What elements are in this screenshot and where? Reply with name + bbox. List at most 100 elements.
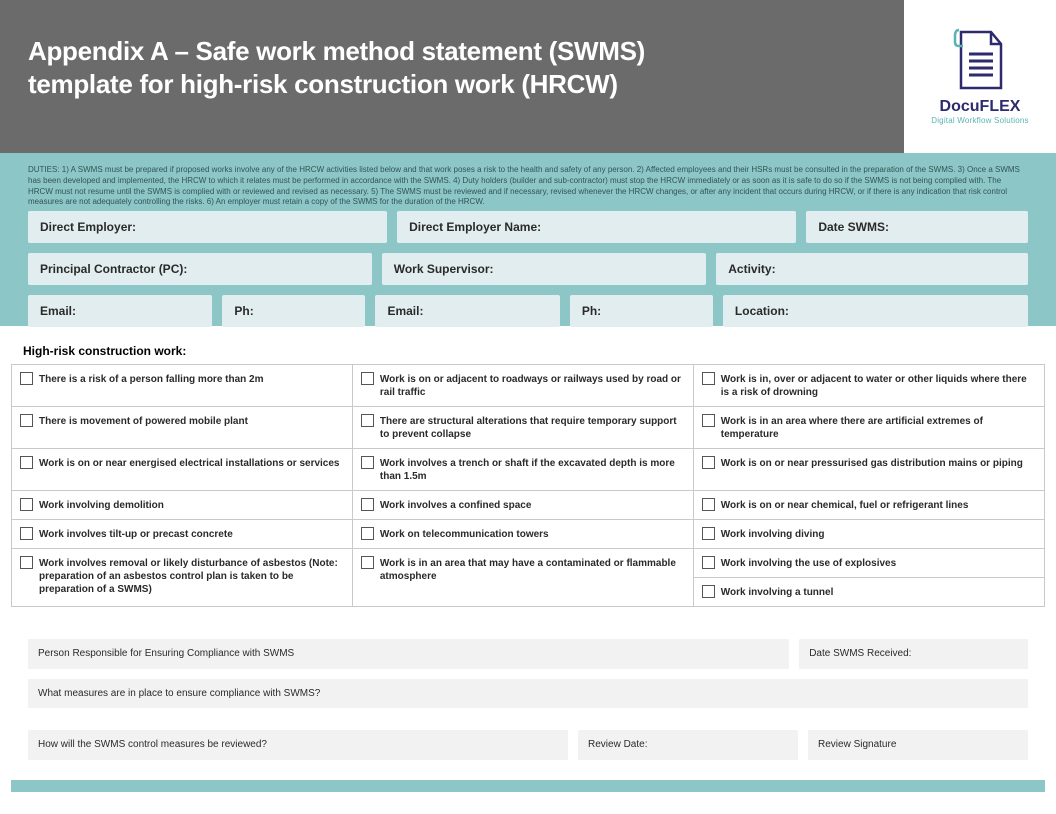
hrcw-cell: There are structural alterations that re… <box>352 407 693 449</box>
checkbox-label: Work involves tilt-up or precast concret… <box>39 527 233 541</box>
checkbox-label: Work involves removal or likely disturba… <box>39 556 344 596</box>
bottom-row: What measures are in place to ensure com… <box>28 679 1028 709</box>
table-row: Work is on or near energised electrical … <box>12 449 1045 491</box>
checkbox-label: There is movement of powered mobile plan… <box>39 414 248 428</box>
bottom-field[interactable]: What measures are in place to ensure com… <box>28 679 1028 709</box>
form-field[interactable]: Email: <box>28 295 212 327</box>
checkbox[interactable] <box>20 556 33 569</box>
header-title-block: Appendix A – Safe work method statement … <box>0 0 904 153</box>
hrcw-cell: Work on telecommunication towers <box>352 520 693 549</box>
hrcw-cell: Work is on or near energised electrical … <box>12 449 353 491</box>
bottom-field[interactable]: Review Date: <box>578 730 798 760</box>
checkbox-label: Work involves a confined space <box>380 498 532 512</box>
table-row: Work involving demolition Work involves a… <box>12 491 1045 520</box>
checkbox[interactable] <box>361 456 374 469</box>
checkbox-label: Work is on or near energised electrical … <box>39 456 340 470</box>
checkbox[interactable] <box>20 527 33 540</box>
page-title: Appendix A – Safe work method statement … <box>28 35 876 100</box>
hrcw-cell: Work involving diving <box>693 520 1044 549</box>
checkbox-label: There is a risk of a person falling more… <box>39 372 264 386</box>
hrcw-cell: Work involves a confined space <box>352 491 693 520</box>
form-field[interactable]: Location: <box>723 295 1028 327</box>
table-row: Work involves tilt-up or precast concret… <box>12 520 1045 549</box>
field-row: Principal Contractor (PC): Work Superviso… <box>28 253 1028 285</box>
info-field-grid: Direct Employer: Direct Employer Name: Dat… <box>28 211 1028 327</box>
hrcw-cell: Work involving the use of explosives <box>693 549 1044 578</box>
hrcw-cell: Work is in an area where there are artif… <box>693 407 1044 449</box>
checkbox-label: Work is in an area that may have a conta… <box>380 556 685 583</box>
hrcw-section: High-risk construction work: There is a … <box>0 326 1056 607</box>
form-field[interactable]: Ph: <box>222 295 365 327</box>
title-line2: template for high-risk construction work… <box>28 69 618 99</box>
checkbox-label: Work is on or near pressurised gas distr… <box>721 456 1023 470</box>
checkbox[interactable] <box>702 498 715 511</box>
hrcw-cell: Work involving a tunnel <box>693 578 1044 607</box>
bottom-field[interactable]: Date SWMS Received: <box>799 639 1028 669</box>
form-field[interactable]: Principal Contractor (PC): <box>28 253 372 285</box>
footer-bar <box>11 780 1045 792</box>
hrcw-cell: Work is on or adjacent to roadways or ra… <box>352 365 693 407</box>
hrcw-table: There is a risk of a person falling more… <box>11 364 1045 607</box>
logo-tagline: Digital Workflow Solutions <box>931 116 1029 125</box>
checkbox[interactable] <box>361 527 374 540</box>
form-field[interactable]: Email: <box>375 295 559 327</box>
checkbox[interactable] <box>361 372 374 385</box>
logo-name: DocuFLEX <box>940 98 1021 116</box>
table-row: Work involves removal or likely disturba… <box>12 549 1045 578</box>
checkbox-label: Work involving diving <box>721 527 825 541</box>
checkbox[interactable] <box>20 372 33 385</box>
hrcw-cell: Work involves a trench or shaft if the e… <box>352 449 693 491</box>
form-field[interactable]: Direct Employer Name: <box>397 211 796 243</box>
hrcw-cell: Work is on or near chemical, fuel or ref… <box>693 491 1044 520</box>
checkbox-label: Work is on or adjacent to roadways or ra… <box>380 372 685 399</box>
checkbox[interactable] <box>361 556 374 569</box>
bottom-row: How will the SWMS control measures be re… <box>28 730 1028 760</box>
bottom-row: Person Responsible for Ensuring Complian… <box>28 639 1028 669</box>
title-line1: Appendix A – Safe work method statement … <box>28 36 645 66</box>
hrcw-cell: Work is in, over or adjacent to water or… <box>693 365 1044 407</box>
logo-box: DocuFLEX Digital Workflow Solutions <box>904 0 1056 153</box>
field-row: Direct Employer: Direct Employer Name: Dat… <box>28 211 1028 243</box>
checkbox[interactable] <box>702 585 715 598</box>
checkbox[interactable] <box>361 498 374 511</box>
checkbox-label: Work involving a tunnel <box>721 585 834 599</box>
hrcw-cell: Work involving demolition <box>12 491 353 520</box>
checkbox-label: Work involving demolition <box>39 498 164 512</box>
header-bar: Appendix A – Safe work method statement … <box>0 0 1056 153</box>
bottom-field[interactable]: Review Signature <box>808 730 1028 760</box>
checkbox[interactable] <box>702 556 715 569</box>
checkbox[interactable] <box>702 456 715 469</box>
checkbox[interactable] <box>20 456 33 469</box>
bottom-field[interactable]: Person Responsible for Ensuring Complian… <box>28 639 789 669</box>
checkbox-label: Work is in, over or adjacent to water or… <box>721 372 1036 399</box>
checkbox-label: Work on telecommunication towers <box>380 527 549 541</box>
checkbox[interactable] <box>20 498 33 511</box>
checkbox[interactable] <box>702 414 715 427</box>
table-row: There is a risk of a person falling more… <box>12 365 1045 407</box>
hrcw-cell: Work is on or near pressurised gas distr… <box>693 449 1044 491</box>
form-field[interactable]: Ph: <box>570 295 713 327</box>
document-icon <box>953 28 1007 92</box>
form-field[interactable]: Work Supervisor: <box>382 253 707 285</box>
hrcw-cell: There is a risk of a person falling more… <box>12 365 353 407</box>
checkbox[interactable] <box>702 372 715 385</box>
hrcw-cell: Work involves removal or likely disturba… <box>12 549 353 607</box>
hrcw-cell: There is movement of powered mobile plan… <box>12 407 353 449</box>
field-row: Email: Ph: Email: Ph: Location: <box>28 295 1028 327</box>
bottom-field[interactable]: How will the SWMS control measures be re… <box>28 730 568 760</box>
hrcw-heading: High-risk construction work: <box>11 344 1045 364</box>
checkbox-label: There are structural alterations that re… <box>380 414 685 441</box>
bottom-section: Person Responsible for Ensuring Complian… <box>0 607 1056 780</box>
duties-band: DUTIES: 1) A SWMS must be prepared if pr… <box>0 153 1056 264</box>
checkbox[interactable] <box>361 414 374 427</box>
checkbox-label: Work involving the use of explosives <box>721 556 896 570</box>
table-row: There is movement of powered mobile plan… <box>12 407 1045 449</box>
form-field[interactable]: Date SWMS: <box>806 211 1028 243</box>
form-field[interactable]: Direct Employer: <box>28 211 387 243</box>
duties-text: DUTIES: 1) A SWMS must be prepared if pr… <box>28 165 1028 208</box>
form-field[interactable]: Activity: <box>716 253 1028 285</box>
checkbox-label: Work is on or near chemical, fuel or ref… <box>721 498 969 512</box>
checkbox[interactable] <box>702 527 715 540</box>
checkbox-label: Work involves a trench or shaft if the e… <box>380 456 685 483</box>
checkbox[interactable] <box>20 414 33 427</box>
